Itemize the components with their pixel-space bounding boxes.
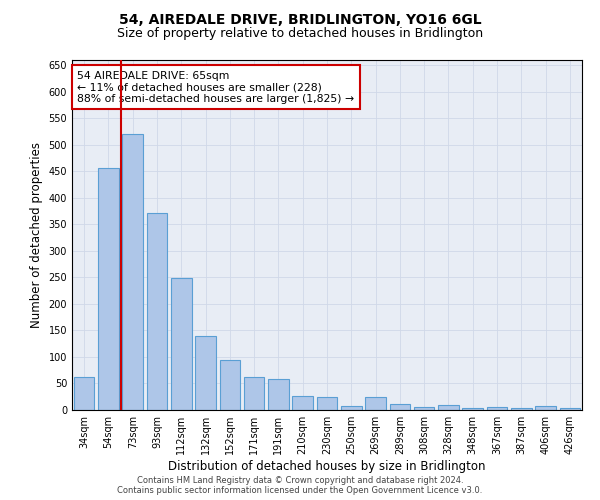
Y-axis label: Number of detached properties: Number of detached properties	[30, 142, 43, 328]
Bar	[511, 408, 532, 410]
Bar	[317, 396, 337, 410]
Bar	[560, 408, 580, 410]
Bar	[74, 377, 94, 410]
Bar	[244, 377, 265, 410]
Bar	[171, 278, 191, 410]
Bar	[268, 379, 289, 410]
Bar	[463, 408, 483, 410]
Bar	[220, 360, 240, 410]
Bar	[146, 214, 167, 410]
Text: 54 AIREDALE DRIVE: 65sqm
← 11% of detached houses are smaller (228)
88% of semi-: 54 AIREDALE DRIVE: 65sqm ← 11% of detach…	[77, 70, 354, 104]
Bar	[487, 408, 508, 410]
X-axis label: Distribution of detached houses by size in Bridlington: Distribution of detached houses by size …	[168, 460, 486, 473]
Bar	[195, 336, 216, 410]
Bar	[98, 168, 119, 410]
Bar	[389, 404, 410, 410]
Text: 54, AIREDALE DRIVE, BRIDLINGTON, YO16 6GL: 54, AIREDALE DRIVE, BRIDLINGTON, YO16 6G…	[119, 12, 481, 26]
Bar	[122, 134, 143, 410]
Text: Contains HM Land Registry data © Crown copyright and database right 2024.
Contai: Contains HM Land Registry data © Crown c…	[118, 476, 482, 495]
Bar	[438, 405, 459, 410]
Bar	[341, 406, 362, 410]
Bar	[292, 396, 313, 410]
Bar	[365, 396, 386, 410]
Text: Size of property relative to detached houses in Bridlington: Size of property relative to detached ho…	[117, 28, 483, 40]
Bar	[414, 408, 434, 410]
Bar	[535, 406, 556, 410]
